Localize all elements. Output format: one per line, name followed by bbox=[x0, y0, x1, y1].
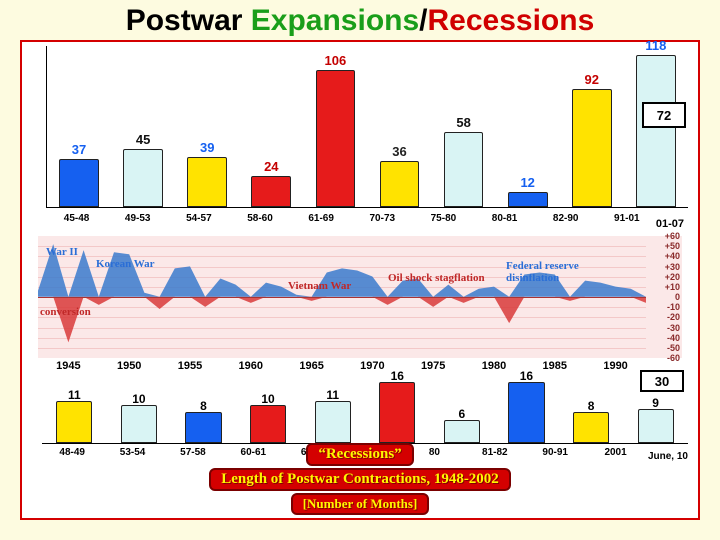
recession-bar-value: 10 bbox=[261, 392, 274, 406]
timeline-ytick: +60 bbox=[665, 231, 680, 241]
expansions-chart: 3745392410636581292118 45-4849-5354-5758… bbox=[28, 46, 692, 234]
timeline-annotation: Oil shock stagflation bbox=[388, 272, 485, 284]
expansion-bar-value: 118 bbox=[645, 38, 666, 53]
timeline-xlabel: 1990 bbox=[585, 360, 646, 374]
title-red: Recessions bbox=[428, 4, 595, 37]
recession-bar: 9 bbox=[638, 409, 674, 444]
expansions-overlay-value: 72 bbox=[657, 108, 671, 123]
expansions-extra-xlabel: 01-07 bbox=[656, 218, 684, 230]
timeline-ytick: +40 bbox=[665, 251, 680, 261]
recession-bar-value: 6 bbox=[459, 407, 466, 421]
timeline-xlabel: 1950 bbox=[99, 360, 160, 374]
expansion-xlabel: 91-01 bbox=[596, 210, 657, 234]
recession-bar-value: 16 bbox=[520, 369, 533, 383]
banner-recessions: “Recessions” bbox=[306, 443, 413, 466]
expansion-bar: 92 bbox=[572, 89, 612, 207]
recession-bar-value: 11 bbox=[68, 388, 81, 402]
timeline-xlabel: 1955 bbox=[160, 360, 221, 374]
recession-bar-value: 8 bbox=[588, 399, 595, 413]
timeline-xlabel: 1980 bbox=[464, 360, 525, 374]
expansion-xlabel: 54-57 bbox=[168, 210, 229, 234]
timeline-annotation: Vietnam War bbox=[288, 280, 351, 292]
recession-bar-value: 11 bbox=[326, 388, 339, 402]
title-slash: / bbox=[419, 4, 427, 37]
timeline-xlabel: 1945 bbox=[38, 360, 99, 374]
timeline-ytick: +30 bbox=[665, 262, 680, 272]
expansion-xlabel: 75-80 bbox=[413, 210, 474, 234]
expansion-bar-value: 36 bbox=[392, 144, 406, 159]
timeline-ytick: -30 bbox=[667, 323, 680, 333]
timeline-annotation: conversion bbox=[40, 306, 91, 318]
expansion-bar-value: 45 bbox=[136, 132, 150, 147]
timeline-ytick: -50 bbox=[667, 343, 680, 353]
recession-bar-value: 8 bbox=[200, 399, 207, 413]
timeline-ytick: -40 bbox=[667, 333, 680, 343]
expansion-bar-value: 24 bbox=[264, 159, 278, 174]
recession-bar-value: 16 bbox=[391, 369, 404, 383]
expansion-bar: 45 bbox=[123, 149, 163, 207]
expansion-bar-value: 39 bbox=[200, 140, 214, 155]
recession-bar: 10 bbox=[121, 405, 157, 443]
timeline-ytick: +50 bbox=[665, 241, 680, 251]
recession-bar: 10 bbox=[250, 405, 286, 443]
expansion-bar-value: 92 bbox=[585, 72, 599, 87]
timeline-ytick: +10 bbox=[665, 282, 680, 292]
timeline-baseline bbox=[38, 297, 646, 298]
expansion-bar-value: 37 bbox=[72, 142, 86, 157]
timeline-ytick: -60 bbox=[667, 353, 680, 363]
timeline-xlabel: 1985 bbox=[524, 360, 585, 374]
timeline-xlabel: 1960 bbox=[220, 360, 281, 374]
expansions-overlay-box: 72 bbox=[642, 102, 686, 128]
expansion-bar: 12 bbox=[508, 192, 548, 207]
expansion-xlabel: 58-60 bbox=[229, 210, 290, 234]
title-green: Expansions bbox=[251, 4, 419, 37]
recessions-overlay-value: 30 bbox=[655, 374, 669, 389]
timeline-xlabel: 1975 bbox=[403, 360, 464, 374]
expansion-xlabel: 82-90 bbox=[535, 210, 596, 234]
expansion-bar-value: 106 bbox=[325, 53, 347, 68]
expansion-bar: 58 bbox=[444, 132, 484, 207]
expansion-bar: 37 bbox=[59, 159, 99, 207]
expansion-bar: 106 bbox=[316, 70, 356, 207]
recession-bar-value: 10 bbox=[132, 392, 145, 406]
timeline-ytick: +20 bbox=[665, 272, 680, 282]
banner-months: [Number of Months] bbox=[291, 493, 430, 515]
timeline-annotation: Korean War bbox=[96, 258, 155, 270]
expansion-xlabel: 61-69 bbox=[291, 210, 352, 234]
timeline-annotation: Federal reserve disinflation bbox=[506, 260, 616, 284]
expansion-bar: 36 bbox=[380, 161, 420, 207]
recession-bar-value: 9 bbox=[652, 396, 659, 410]
expansion-bar-value: 12 bbox=[520, 175, 534, 190]
expansion-bar-value: 58 bbox=[456, 115, 470, 130]
recessions-overlay-box: 30 bbox=[640, 370, 684, 392]
banner-length: Length of Postwar Contractions, 1948-200… bbox=[209, 468, 511, 491]
recession-bar: 11 bbox=[315, 401, 351, 443]
recession-bar: 8 bbox=[185, 412, 221, 443]
expansion-bar: 118 bbox=[636, 55, 676, 207]
expansion-bar: 24 bbox=[251, 176, 291, 207]
recession-bar: 16 bbox=[379, 382, 415, 443]
recession-bar: 6 bbox=[444, 420, 480, 443]
chart-panel: 3745392410636581292118 45-4849-5354-5758… bbox=[20, 40, 700, 520]
timeline-ytick: -10 bbox=[667, 302, 680, 312]
timeline-ytick: 0 bbox=[675, 292, 680, 302]
recession-bar: 16 bbox=[508, 382, 544, 443]
title-pre: Postwar bbox=[126, 4, 251, 37]
timeline-yaxis: +60+50+40+30+20+100-10-20-30-40-50-60 bbox=[648, 236, 682, 358]
timeline-ytick: -20 bbox=[667, 312, 680, 322]
expansion-bar: 39 bbox=[187, 157, 227, 207]
recession-bar: 11 bbox=[56, 401, 92, 443]
expansion-xlabel: 49-53 bbox=[107, 210, 168, 234]
banner-wrap: “Recessions” Length of Postwar Contracti… bbox=[22, 442, 698, 516]
expansion-xlabel: 45-48 bbox=[46, 210, 107, 234]
expansion-xlabel: 80-81 bbox=[474, 210, 535, 234]
timeline-xlabel: 1965 bbox=[281, 360, 342, 374]
expansion-xlabel: 70-73 bbox=[352, 210, 413, 234]
recession-bar: 8 bbox=[573, 412, 609, 443]
timeline-annotation: War II bbox=[46, 246, 78, 258]
timeline-strip-chart: +60+50+40+30+20+100-10-20-30-40-50-60 Wa… bbox=[38, 236, 682, 358]
